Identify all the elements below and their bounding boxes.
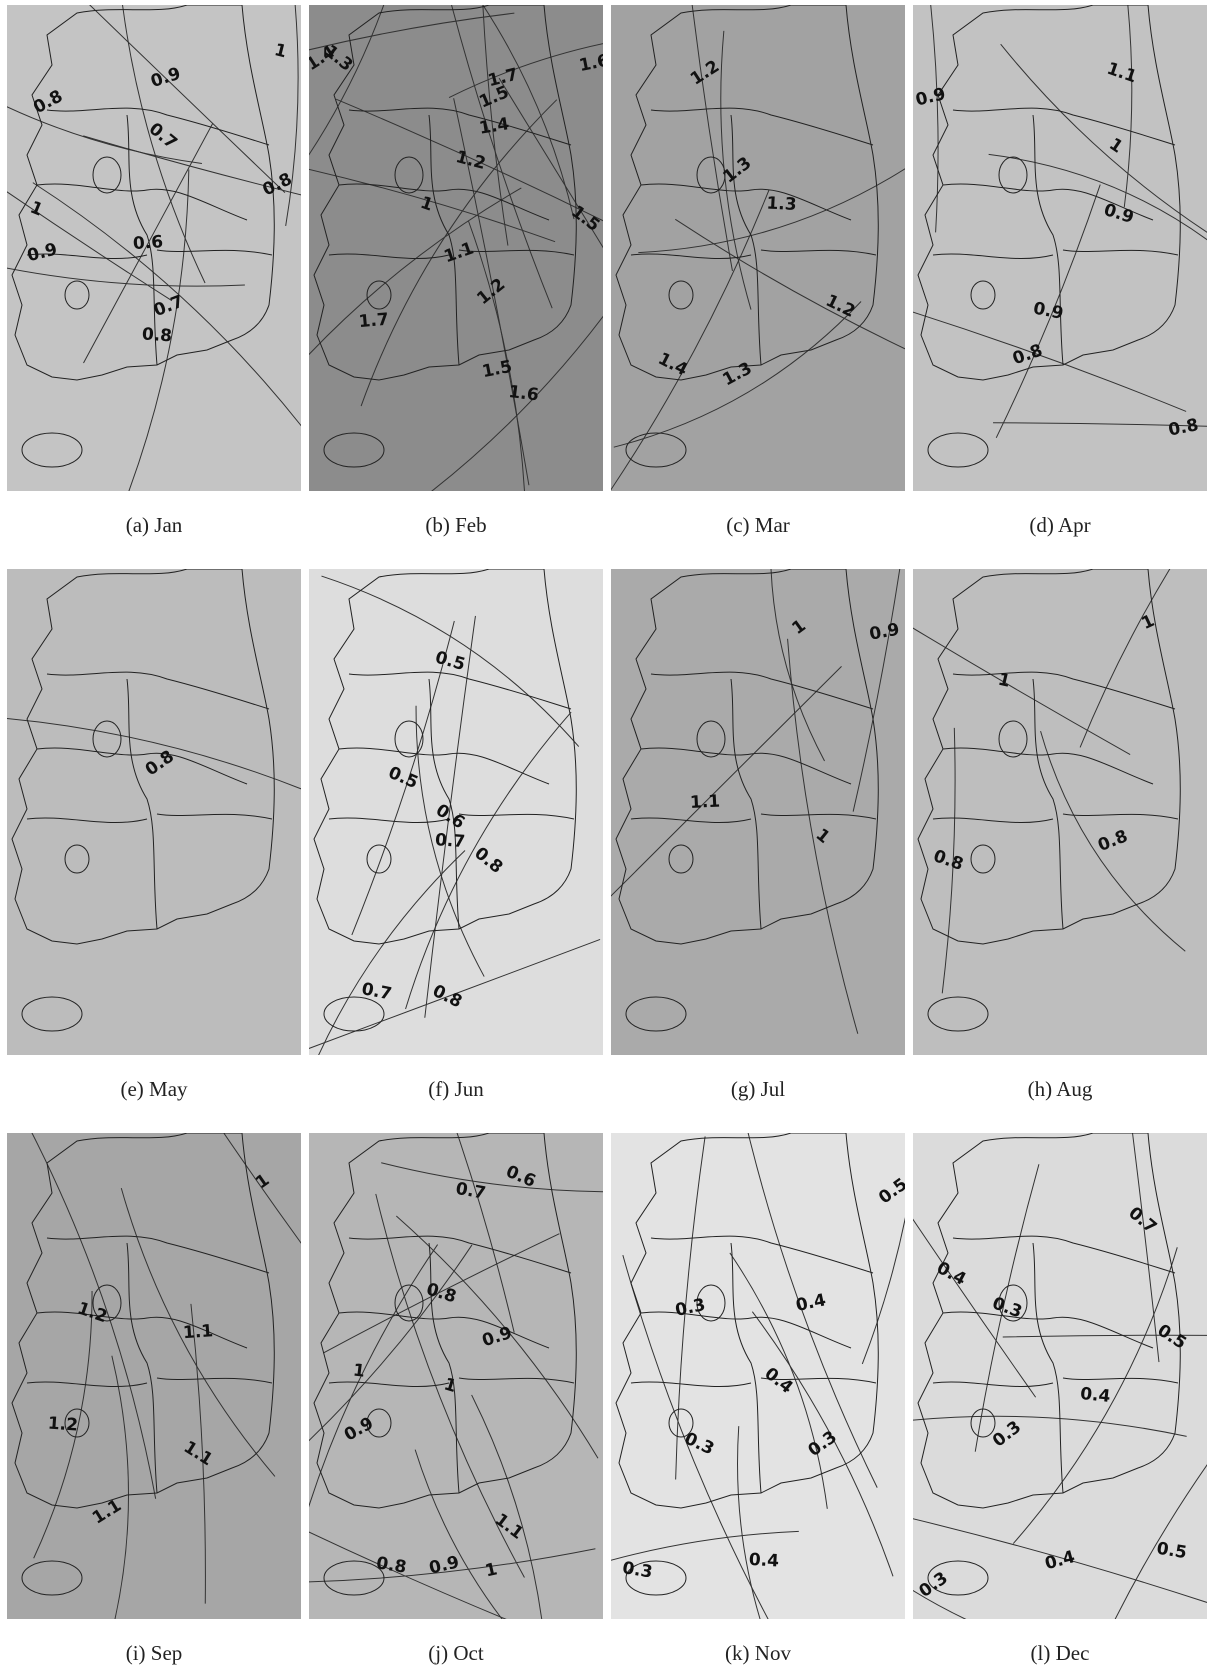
contour-label: 1.6	[577, 51, 610, 76]
panel-caption: (a) Jan	[126, 513, 183, 537]
contour-label: 0.4	[748, 1550, 779, 1572]
map-background	[913, 5, 1207, 491]
page: {"panels": [ {"caption": "(a) Jan", "con…	[0, 0, 1209, 1678]
map-background	[611, 5, 905, 491]
map-background	[7, 569, 301, 1055]
contour-label: 1.3	[766, 193, 797, 215]
contour-label: 1.2	[47, 1414, 78, 1436]
map-background	[611, 569, 905, 1055]
contour-label: 1.6	[507, 382, 539, 406]
panel-caption: (e) May	[120, 1077, 188, 1101]
contour-label: 0.6	[132, 232, 163, 254]
map-area: 1.10.910.90.90.80.8	[869, 0, 1209, 491]
panel-caption: (i) Sep	[126, 1641, 183, 1665]
map-area: 0.8	[0, 569, 355, 1055]
contour-label: 0.4	[1079, 1384, 1111, 1407]
panel-caption: (c) Mar	[726, 513, 790, 537]
contour-label: 1.1	[182, 1321, 213, 1343]
map-background	[913, 569, 1207, 1055]
panel-caption: (k) Nov	[725, 1641, 791, 1665]
panel-caption: (l) Dec	[1031, 1641, 1090, 1665]
figure: 10.90.80.70.60.70.80.90.81(a) Jan1.71.61…	[0, 0, 1209, 1678]
map-panel: 0.8 (e) May	[0, 569, 355, 1101]
map-panel: 1.10.910.90.90.80.8 (d) Apr	[869, 0, 1209, 537]
contour-label: 1.7	[358, 310, 390, 333]
panel-caption: (f) Jun	[428, 1077, 484, 1101]
contour-label: 1.1	[690, 792, 721, 814]
panel-caption: (d) Apr	[1029, 513, 1090, 537]
map-background	[611, 1133, 905, 1619]
contour-label: 0.7	[434, 830, 465, 852]
map-area: 110.80.8	[878, 497, 1209, 1055]
panel-caption: (h) Aug	[1028, 1077, 1093, 1101]
panel-caption: (j) Oct	[428, 1641, 484, 1665]
panel-caption: (g) Jul	[731, 1077, 785, 1101]
map-background	[7, 1133, 301, 1619]
panel-caption: (b) Feb	[425, 513, 486, 537]
contour-label: 0.8	[141, 324, 172, 346]
contour-label: 1	[352, 1360, 366, 1381]
map-panel: 110.80.8 (h) Aug	[878, 497, 1209, 1101]
